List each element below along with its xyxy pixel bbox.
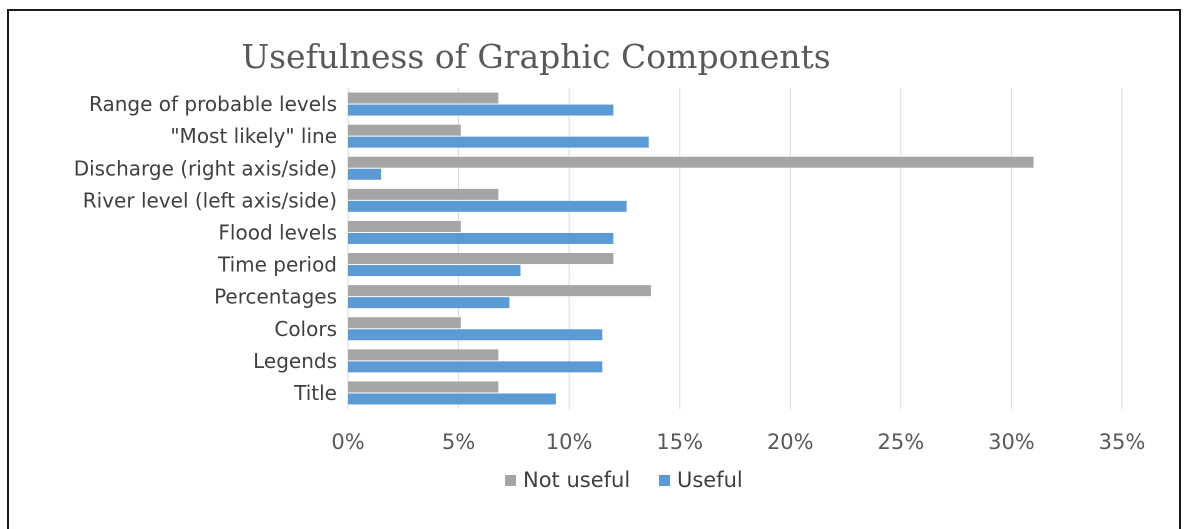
bar-chart: Usefulness of Graphic Components Range o… [74, 37, 1146, 492]
chart-frame: Usefulness of Graphic Components Range o… [7, 9, 1181, 529]
category-label: Title [293, 381, 337, 405]
category-label: Time period [217, 253, 337, 277]
gridlines [347, 88, 1123, 409]
bar-not-useful-range-of-probable-levels [348, 92, 499, 104]
bar-not-useful-river-level-left-axis-side [348, 188, 499, 200]
category-label: Flood levels [218, 220, 337, 244]
x-tick-label: 25% [878, 430, 925, 454]
x-tick-label: 15% [656, 430, 703, 454]
x-tick-label: 10% [546, 430, 593, 454]
bar-useful-percentages [348, 297, 510, 309]
legend: Not useful Useful [505, 468, 743, 492]
x-axis-ticks: 0% 5% 10% 15% 20% 25% 30% 35% [331, 430, 1145, 454]
category-label: Discharge (right axis/side) [74, 156, 337, 180]
legend-swatch-useful [659, 475, 670, 486]
bar-useful-discharge-right-axis-side [348, 168, 382, 180]
bar-useful-legends [348, 361, 603, 373]
bar-useful-most-likely-line [348, 136, 649, 148]
x-tick-label: 5% [442, 430, 475, 454]
bar-useful-time-period [348, 265, 521, 277]
bar-useful-title [348, 393, 556, 405]
category-label: Legends [253, 349, 337, 373]
bars [348, 92, 1034, 405]
bar-not-useful-most-likely-line [348, 124, 461, 136]
legend-swatch-not-useful [505, 475, 516, 486]
category-label: Colors [274, 317, 337, 341]
x-tick-label: 0% [331, 430, 364, 454]
bar-not-useful-legends [348, 349, 499, 361]
bar-useful-river-level-left-axis-side [348, 200, 627, 212]
x-tick-label: 30% [988, 430, 1035, 454]
legend-label-not-useful: Not useful [523, 468, 630, 492]
category-labels: Range of probable levels "Most likely" li… [74, 92, 337, 405]
bar-not-useful-discharge-right-axis-side [348, 156, 1034, 168]
bar-not-useful-percentages [348, 285, 651, 297]
bar-not-useful-colors [348, 317, 461, 329]
bar-not-useful-title [348, 381, 499, 393]
bar-useful-flood-levels [348, 232, 614, 244]
bar-not-useful-flood-levels [348, 220, 461, 232]
x-tick-label: 35% [1099, 430, 1146, 454]
chart-title: Usefulness of Graphic Components [241, 37, 830, 76]
bar-useful-colors [348, 329, 603, 341]
category-label: River level (left axis/side) [83, 188, 337, 212]
legend-label-useful: Useful [677, 468, 743, 492]
bar-useful-range-of-probable-levels [348, 104, 614, 116]
category-label: "Most likely" line [170, 124, 337, 148]
bar-not-useful-time-period [348, 253, 614, 265]
x-tick-label: 20% [767, 430, 814, 454]
category-label: Percentages [214, 285, 337, 309]
category-label: Range of probable levels [89, 92, 337, 116]
